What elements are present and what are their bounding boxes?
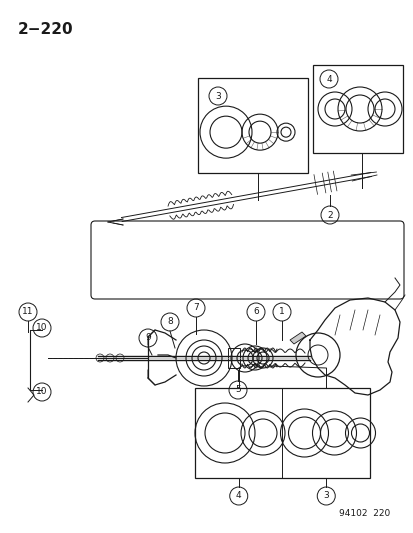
Bar [195, 388, 369, 478]
Text: 3: 3 [323, 491, 328, 500]
Text: 4: 4 [235, 491, 241, 500]
Text: 5: 5 [235, 385, 240, 394]
Text: 94102  220: 94102 220 [338, 509, 389, 518]
Text: 2−220: 2−220 [18, 22, 74, 37]
Bar [197, 78, 307, 173]
Text: 8: 8 [167, 318, 173, 327]
Text: 6: 6 [252, 308, 258, 317]
Text: 3: 3 [215, 92, 221, 101]
Text: 7: 7 [192, 303, 198, 312]
Text: 11: 11 [22, 308, 34, 317]
Polygon shape [289, 332, 305, 344]
Bar [228, 348, 240, 368]
Text: 10: 10 [36, 324, 47, 333]
Text: 2: 2 [326, 211, 332, 220]
Text: 10: 10 [36, 387, 47, 397]
Text: 9: 9 [145, 334, 150, 343]
Bar [312, 65, 402, 153]
Text: 4: 4 [325, 75, 331, 84]
Text: 1: 1 [278, 308, 284, 317]
